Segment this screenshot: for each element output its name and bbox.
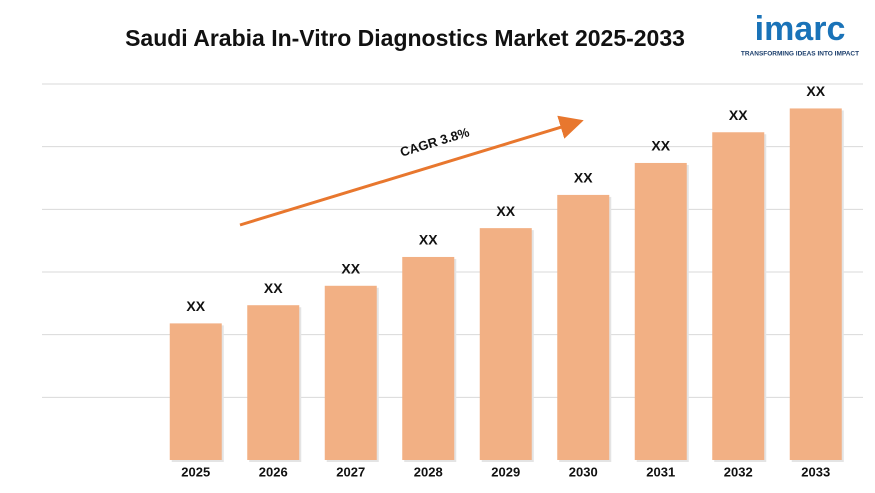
x-tick-label: 2033 xyxy=(801,464,830,479)
value-label: XX xyxy=(574,170,593,186)
logo-name: imarc xyxy=(755,10,846,48)
chart-title: Saudi Arabia In-Vitro Diagnostics Market… xyxy=(125,25,685,51)
bar xyxy=(634,162,687,460)
value-label: XX xyxy=(186,298,205,314)
value-label: XX xyxy=(341,260,360,276)
bar xyxy=(557,194,610,461)
x-tick-label: 2031 xyxy=(646,464,675,479)
x-tick-label: 2025 xyxy=(181,464,210,479)
bar xyxy=(247,305,300,460)
value-label: XX xyxy=(496,203,515,219)
x-tick-label: 2028 xyxy=(414,464,443,479)
logo: imarc TRANSFORMING IDEAS INTO IMPACT xyxy=(741,10,859,58)
bar xyxy=(712,132,765,460)
x-tick-label: 2026 xyxy=(259,464,288,479)
value-label: XX xyxy=(651,138,670,154)
x-tick-label: 2030 xyxy=(569,464,598,479)
x-tick-label: 2029 xyxy=(491,464,520,479)
bar xyxy=(402,256,455,460)
x-tick-label: 2032 xyxy=(724,464,753,479)
bar xyxy=(169,323,222,460)
cagr-label: CAGR 3.8% xyxy=(398,124,471,159)
bar xyxy=(479,228,532,460)
x-tick-label: 2027 xyxy=(336,464,365,479)
bar xyxy=(789,108,842,460)
cagr-arrow xyxy=(239,115,584,227)
value-label: XX xyxy=(419,232,438,248)
bar xyxy=(324,285,377,460)
value-label: XX xyxy=(806,83,825,99)
value-label: XX xyxy=(729,107,748,123)
value-label: XX xyxy=(264,280,283,296)
logo-tagline: TRANSFORMING IDEAS INTO IMPACT xyxy=(741,51,859,58)
